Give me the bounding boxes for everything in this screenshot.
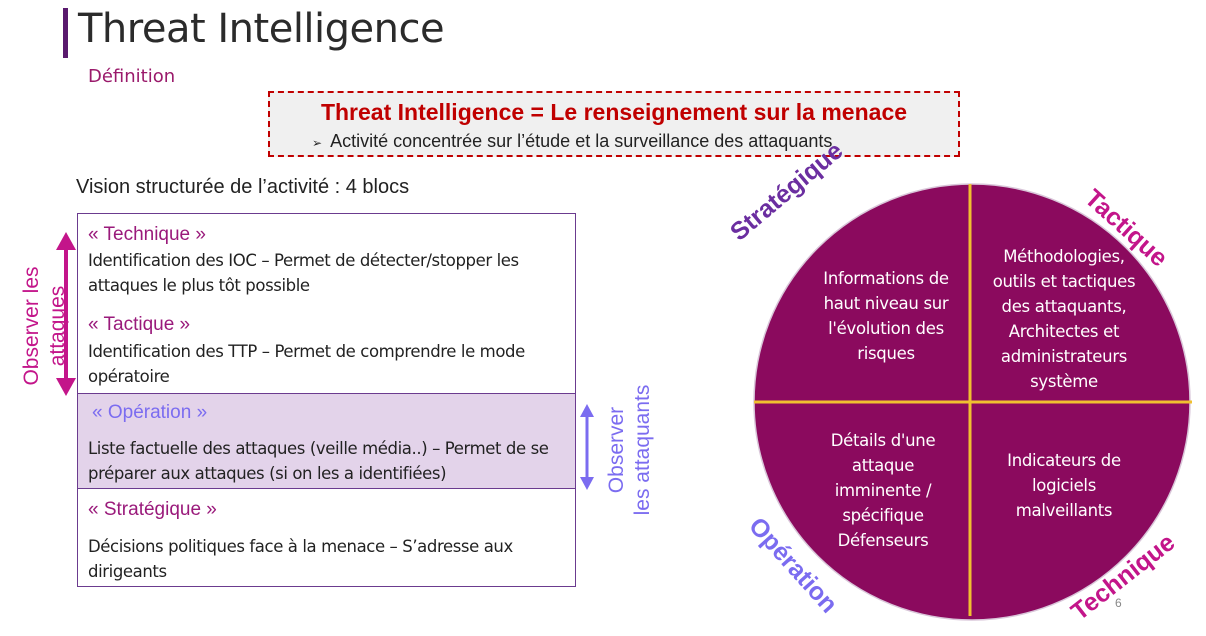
definition-title: Threat Intelligence = Le renseignement s… xyxy=(320,99,908,125)
quadrant-line: Architectes et xyxy=(1008,322,1120,341)
vision-heading: Vision structurée de l’activité : 4 bloc… xyxy=(76,176,410,198)
definition-box: Threat Intelligence = Le renseignement s… xyxy=(268,91,960,157)
block-line: opératoire xyxy=(88,367,170,386)
block-operation-heading: « Opération » xyxy=(92,402,208,423)
quadrant-line: système xyxy=(1030,372,1098,391)
quadrant-line: risques xyxy=(857,344,915,363)
quadrant-line: Informations de xyxy=(823,269,949,288)
operation-band xyxy=(78,393,575,489)
quadrant-line: l'évolution des xyxy=(828,319,944,338)
side-label-line: les attaquants xyxy=(631,384,654,516)
quadrant-line: Défenseurs xyxy=(837,531,929,550)
quadrant-line: haut niveau sur xyxy=(823,294,949,313)
block-line: préparer aux attaques (si on les a ident… xyxy=(88,464,447,483)
page-number: 6 xyxy=(1115,596,1122,610)
side-label-line: Observer xyxy=(605,406,628,494)
side-label-observer-attaquants: Observer les attaquants xyxy=(604,375,656,525)
quadrant-line: administrateurs xyxy=(1000,347,1128,366)
block-operation-text: Liste factuelle des attaques (veille méd… xyxy=(88,436,549,486)
quadrant-line: outils et tactiques xyxy=(992,272,1136,291)
block-strategique-heading: « Stratégique » xyxy=(88,499,217,520)
block-line: dirigeants xyxy=(88,562,167,581)
circle-shape xyxy=(753,183,1192,621)
blocks-panel: « Technique » Identification des IOC – P… xyxy=(77,213,576,587)
quadrant-line: imminente / xyxy=(834,481,932,500)
quadrant-bottom-left-text: Détails d'une attaque imminente / spécif… xyxy=(798,428,968,553)
quadrant-line: Détails d'une xyxy=(830,431,936,450)
page-title: Threat Intelligence xyxy=(78,6,445,52)
block-line: attaques le plus tôt possible xyxy=(88,276,310,295)
block-line: Identification des TTP – Permet de compr… xyxy=(88,342,525,361)
definition-text: Activité concentrée sur l’étude et la su… xyxy=(330,131,833,151)
block-strategique-text: Décisions politiques face à la menace – … xyxy=(88,534,513,584)
quadrant-line: des attaquants, xyxy=(1001,297,1127,316)
quadrant-top-left-text: Informations de haut niveau sur l'évolut… xyxy=(800,266,972,366)
quadrant-circle: Informations de haut niveau sur l'évolut… xyxy=(700,170,1206,636)
arrow-bullet-icon: ➢ xyxy=(312,136,323,150)
block-tactique-text: Identification des TTP – Permet de compr… xyxy=(88,339,525,389)
block-tactique-heading: « Tactique » xyxy=(88,314,191,335)
definition-line: ➢ Activité concentrée sur l’étude et la s… xyxy=(312,131,832,152)
block-line: Identification des IOC – Permet de détec… xyxy=(88,251,519,270)
block-line: Décisions politiques face à la menace – … xyxy=(88,537,513,556)
quadrant-line: Indicateurs de xyxy=(1007,451,1121,470)
page-subtitle: Définition xyxy=(88,66,176,87)
block-technique-text: Identification des IOC – Permet de détec… xyxy=(88,248,519,298)
quadrant-line: malveillants xyxy=(1015,501,1113,520)
double-arrow-magenta-icon xyxy=(56,232,76,396)
title-accent-bar xyxy=(63,8,68,58)
block-technique-heading: « Technique » xyxy=(88,224,206,245)
block-line: Liste factuelle des attaques (veille méd… xyxy=(88,439,549,458)
quadrant-line: attaque xyxy=(851,456,915,475)
quadrant-line: Méthodologies, xyxy=(1003,247,1125,266)
quadrant-line: logiciels xyxy=(1031,476,1097,495)
quadrant-line: spécifique xyxy=(842,506,924,525)
quadrant-top-right-text: Méthodologies, outils et tactiques des a… xyxy=(974,244,1154,394)
quadrant-bottom-right-text: Indicateurs de logiciels malveillants xyxy=(974,448,1154,523)
double-arrow-lavender-icon xyxy=(580,404,594,490)
